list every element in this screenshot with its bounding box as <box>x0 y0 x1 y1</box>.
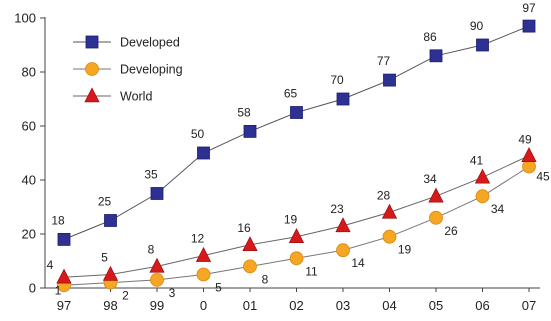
x-tick-label: 06 <box>475 298 489 313</box>
data-label-developed: 50 <box>191 127 205 141</box>
data-label-developing: 1 <box>55 283 62 297</box>
data-label-developed: 18 <box>51 213 65 227</box>
point-developing <box>289 251 304 266</box>
data-label-world: 28 <box>377 188 391 202</box>
point-developed <box>57 232 71 246</box>
data-label-world: 8 <box>148 242 155 256</box>
point-world <box>102 265 119 281</box>
point-world <box>335 217 351 233</box>
data-label-developed: 77 <box>377 54 391 68</box>
x-tick-label: 98 <box>103 298 117 313</box>
x-tick-label: 99 <box>150 298 164 313</box>
data-label-developing: 14 <box>351 256 365 270</box>
data-label-developing: 5 <box>215 281 222 295</box>
point-developed <box>290 106 303 119</box>
x-tick-label: 07 <box>522 298 536 313</box>
point-world <box>149 257 165 273</box>
point-developing <box>243 259 257 274</box>
data-label-developing: 26 <box>444 224 458 238</box>
legend-marker-world <box>84 87 100 103</box>
point-developed <box>150 187 164 200</box>
y-tick-label: 80 <box>22 65 36 80</box>
data-label-developed: 35 <box>144 168 158 182</box>
data-label-developed: 58 <box>237 105 251 119</box>
point-developing <box>196 267 211 282</box>
data-label-world: 34 <box>423 172 437 186</box>
point-world <box>428 187 444 203</box>
legend-label-developed: Developed <box>120 36 180 50</box>
series-markers <box>56 19 537 293</box>
data-label-developing: 2 <box>122 289 129 303</box>
legend-marker-developing <box>85 62 99 76</box>
y-tick-label: 100 <box>14 11 36 26</box>
point-developed <box>429 49 443 63</box>
data-label-world: 4 <box>47 258 54 272</box>
data-label-developing: 34 <box>491 202 505 216</box>
point-developed <box>336 92 350 106</box>
data-label-developed: 97 <box>522 1 536 15</box>
data-label-developing: 11 <box>305 264 318 278</box>
data-label-developed: 90 <box>470 19 484 33</box>
legend-label-world: World <box>120 90 152 104</box>
data-label-developed: 70 <box>330 73 344 87</box>
data-label-world: 12 <box>191 232 205 246</box>
point-developed <box>197 146 210 160</box>
legend-marker-developed <box>85 35 99 49</box>
x-tick-label: 0 <box>200 298 207 313</box>
point-world <box>521 147 537 162</box>
data-label-developing: 45 <box>536 170 550 184</box>
data-label-developing: 3 <box>169 286 176 300</box>
x-tick-label: 03 <box>336 298 350 313</box>
data-label-world: 49 <box>518 133 532 147</box>
data-label-developed: 86 <box>423 30 437 44</box>
y-tick-label: 60 <box>22 119 36 134</box>
point-developing <box>150 272 164 287</box>
point-developed <box>104 214 117 227</box>
point-world <box>56 268 72 284</box>
point-world <box>474 168 491 184</box>
point-world <box>195 246 212 262</box>
point-developing <box>475 189 490 204</box>
y-tick-label: 40 <box>22 173 36 188</box>
data-label-developing: 8 <box>262 272 269 286</box>
data-label-world: 41 <box>470 153 484 167</box>
point-developing <box>382 229 397 244</box>
point-developed <box>476 38 489 52</box>
y-tick-label: 20 <box>22 227 36 242</box>
point-developed <box>243 125 257 138</box>
point-developed <box>383 73 396 87</box>
data-label-world: 5 <box>101 251 108 265</box>
data-label-world: 16 <box>237 221 251 235</box>
point-developing <box>429 210 443 225</box>
x-tick-label: 02 <box>289 298 303 313</box>
x-tick-label: 01 <box>243 298 257 313</box>
x-tick-label: 05 <box>429 298 443 313</box>
x-tick-label: 97 <box>57 298 71 313</box>
data-label-world: 23 <box>330 202 344 216</box>
point-developing <box>336 243 350 258</box>
point-developed <box>522 19 536 33</box>
legend: Developed Developing World <box>73 36 183 104</box>
data-label-developed: 25 <box>98 195 112 209</box>
data-label-world: 19 <box>284 213 298 227</box>
point-world <box>242 236 258 252</box>
point-world <box>381 203 398 219</box>
point-world <box>288 228 305 243</box>
x-tick-label: 04 <box>382 298 396 313</box>
axes: 0 20 40 60 80 100 97 98 99 0 01 02 03 04 05 06 07 <box>14 11 540 313</box>
data-label-developing: 19 <box>398 243 412 257</box>
y-tick-label: 0 <box>29 281 36 296</box>
data-label-developed: 65 <box>284 87 298 101</box>
legend-label-developing: Developing <box>120 63 183 77</box>
